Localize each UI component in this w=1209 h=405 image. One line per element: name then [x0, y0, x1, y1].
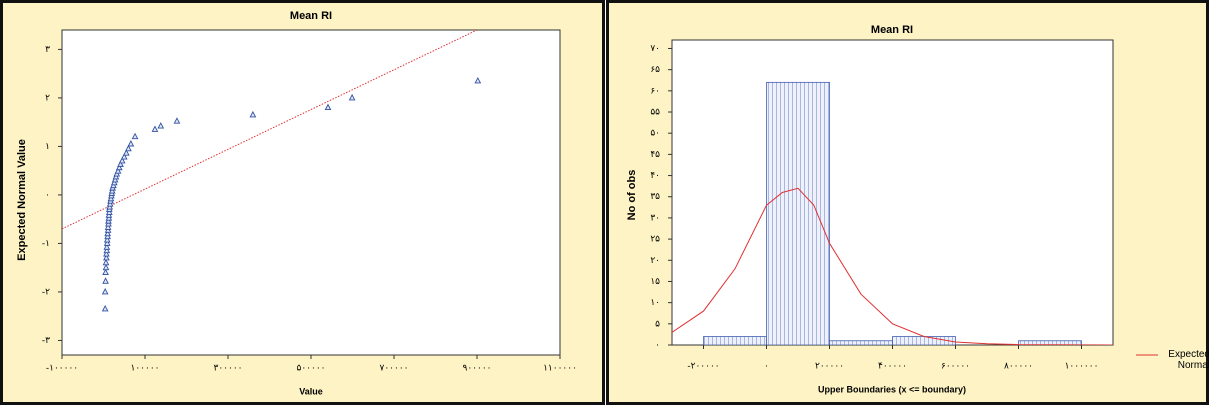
bar [767, 82, 830, 345]
bar [704, 337, 767, 345]
x-tick-label: ۷۰۰۰۰۰ [379, 364, 408, 374]
x-tick-label: ۹۰۰۰۰۰ [462, 364, 491, 374]
bar [830, 341, 893, 345]
plot-area [62, 30, 560, 355]
x-tick-label: ۲۰۰۰۰۰ [815, 362, 844, 372]
y-tick-label: ۳۰ [650, 213, 660, 223]
y-tick-label: ۳۵ [650, 192, 660, 202]
x-axis-label: Value [299, 386, 323, 396]
chart-title: Mean RI [290, 10, 332, 22]
x-tick-label: -۲۰۰۰۰۰ [687, 362, 719, 372]
y-tick-label: -۳ [42, 336, 50, 346]
y-tick-label: -۱ [42, 239, 50, 249]
x-tick-label: ۱۰۰۰۰۰۰ [1065, 362, 1099, 372]
x-tick-label: ۱۱۰۰۰۰۰ [543, 364, 577, 374]
y-tick-label: ۳ [45, 45, 50, 55]
y-tick-label: ۶۵ [650, 65, 660, 75]
y-tick-label: ۷۰ [650, 44, 660, 54]
y-axis-label: Expected Normal Value [16, 139, 28, 261]
y-tick-label: ۱۵ [650, 277, 660, 287]
x-tick-label: ۸۰۰۰۰۰ [1004, 362, 1033, 372]
x-tick-label: ۳۰۰۰۰۰ [213, 364, 242, 374]
chart: Mean RI Value Expected Normal Value Mean… [0, 0, 1209, 405]
y-tick-label: ۲۰ [650, 256, 660, 266]
chart-title: Mean RI [871, 24, 913, 36]
y-tick-label: ۴۰ [650, 171, 660, 181]
y-tick-label: ۰ [655, 341, 660, 351]
x-tick-label: ۰ [764, 362, 769, 372]
y-tick-label: ۱ [45, 142, 50, 152]
y-tick-label: ۰ [45, 190, 50, 200]
y-tick-label: ۵۰ [650, 129, 660, 139]
y-tick-label: ۴۵ [650, 150, 660, 160]
y-tick-label: ۶۰ [650, 86, 660, 96]
y-tick-label: ۵ [655, 319, 660, 329]
page: Mean RI Value Expected Normal Value Mean… [0, 0, 1209, 405]
y-tick-label: ۲۵ [650, 235, 660, 245]
x-tick-label: ۱۰۰۰۰۰ [130, 364, 159, 374]
y-tick-label: ۱۰ [650, 298, 660, 308]
x-axis-label: Upper Boundaries (x <= boundary) [818, 384, 966, 394]
y-tick-label: -۲ [42, 287, 50, 297]
x-tick-label: -۱۰۰۰۰۰ [46, 364, 78, 374]
x-tick-label: ۶۰۰۰۰۰ [941, 362, 970, 372]
legend-label: Expected Normal [1162, 349, 1209, 371]
plot-area [672, 40, 1113, 345]
y-tick-label: ۵۵ [650, 108, 660, 118]
y-axis-label: No of obs [626, 170, 638, 221]
x-tick-label: ۵۰۰۰۰۰ [296, 364, 325, 374]
x-tick-label: ۴۰۰۰۰۰ [878, 362, 907, 372]
y-tick-label: ۲ [45, 93, 50, 103]
